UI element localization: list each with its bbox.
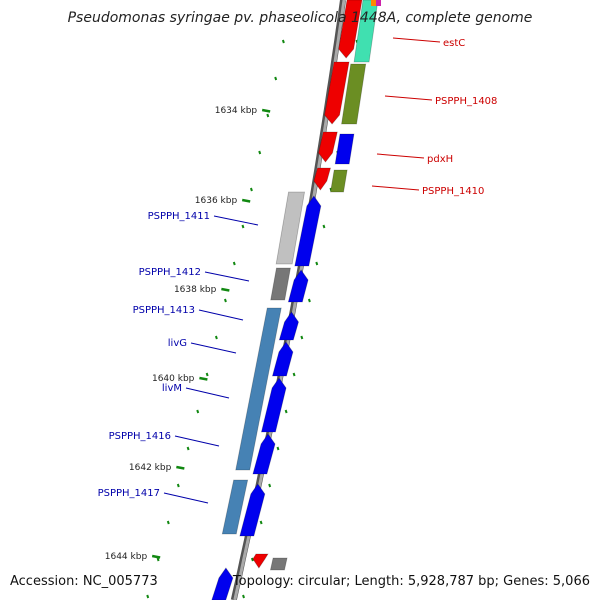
guide-dot xyxy=(214,335,218,340)
gene-label-left: PSPPH_1416 xyxy=(109,431,171,442)
label-leader xyxy=(174,435,220,447)
guide-dot xyxy=(196,409,200,414)
guide-dot xyxy=(156,557,160,562)
gene-label-right: PSPPH_1410 xyxy=(422,186,484,197)
label-leader xyxy=(376,153,425,159)
gene-bottom-gray xyxy=(269,557,288,571)
gene-1408-cds xyxy=(324,61,350,125)
guide-dot xyxy=(205,372,209,377)
scale-tick xyxy=(261,108,271,113)
scale-label: 1638 kbp xyxy=(174,285,217,295)
gene-estC-feature xyxy=(353,0,379,63)
gene-label-left: PSPPH_1413 xyxy=(133,305,195,316)
guide-dot xyxy=(241,224,245,229)
label-leader xyxy=(190,342,237,354)
gene-label-right: estC xyxy=(443,38,465,49)
scale-tick xyxy=(176,465,185,470)
scale-tick xyxy=(241,198,251,203)
gene-bottom-red xyxy=(252,553,269,569)
label-leader xyxy=(204,271,250,282)
scale-label: 1644 kbp xyxy=(105,552,148,562)
top-cap-magenta xyxy=(376,0,381,6)
gene-label-left: PSPPH_1417 xyxy=(98,488,160,499)
gene-label-right: pdxH xyxy=(427,154,453,165)
gene-pdxH-feature xyxy=(334,133,355,165)
guide-dot xyxy=(276,446,280,451)
gene-1417-cds xyxy=(239,483,266,537)
guide-dot xyxy=(176,483,180,488)
gene-1408-feature xyxy=(341,63,367,125)
guide-dot xyxy=(250,557,254,562)
guide-dot xyxy=(258,150,262,155)
gene-label-left: livG xyxy=(168,338,187,349)
guide-dot xyxy=(223,298,227,303)
guide-dot xyxy=(284,409,288,414)
gene-pdxH-cds xyxy=(318,131,338,163)
gene-1417-feature xyxy=(221,479,249,535)
guide-dot xyxy=(232,261,236,266)
gene-1416-cds xyxy=(252,433,276,475)
gene-1410-cds xyxy=(313,167,332,191)
scale-tick xyxy=(221,287,230,292)
gene-1410-feature xyxy=(330,169,348,193)
guide-dot xyxy=(292,372,296,377)
gene-1412-feature xyxy=(270,267,291,301)
gene-1411-feature xyxy=(275,191,306,265)
gene-label-left: PSPPH_1411 xyxy=(148,211,210,222)
gene-bottom-blue xyxy=(211,567,234,600)
map-title: Pseudomonas syringae pv. phaseolicola 14… xyxy=(67,10,533,26)
guide-dot xyxy=(315,261,319,266)
label-leader xyxy=(392,37,441,43)
label-leader xyxy=(213,215,259,226)
gene-1412-cds xyxy=(287,269,309,303)
gene-livM-cds xyxy=(260,377,287,433)
scale-tick xyxy=(151,554,161,559)
guide-dot xyxy=(249,187,253,192)
guide-dot xyxy=(307,298,311,303)
scale-label: 1640 kbp xyxy=(152,374,195,384)
gene-estC-cds xyxy=(338,0,363,59)
gene-1413-cds xyxy=(278,311,299,341)
top-cap-orange xyxy=(371,0,376,6)
gene-label-left: PSPPH_1412 xyxy=(139,267,201,278)
scale-tick xyxy=(199,376,208,381)
scale-label: 1642 kbp xyxy=(129,463,172,473)
gene-label-right: PSPPH_1408 xyxy=(435,96,497,107)
genome-stats-text: Topology: circular; Length: 5,928,787 bp… xyxy=(232,574,590,589)
gene-1411-cds xyxy=(294,195,322,267)
gene-livG-cds xyxy=(271,341,294,377)
guide-dot xyxy=(268,483,272,488)
accession-text: Accession: NC_005773 xyxy=(10,574,158,589)
gene-1413-livM-feature xyxy=(235,307,282,471)
label-leader xyxy=(371,185,420,191)
guide-dot xyxy=(166,520,170,525)
guide-dot xyxy=(259,520,263,525)
label-leader xyxy=(163,492,209,504)
guide-dot xyxy=(266,113,270,118)
scale-label: 1634 kbp xyxy=(215,106,258,116)
label-leader xyxy=(384,95,433,101)
label-leader xyxy=(198,309,244,321)
guide-dot xyxy=(322,224,326,229)
guide-dot xyxy=(146,594,150,599)
scale-label: 1636 kbp xyxy=(195,196,238,206)
guide-dot xyxy=(242,594,245,599)
guide-dot xyxy=(186,446,190,451)
guide-dot xyxy=(281,39,285,44)
guide-dot xyxy=(274,76,278,81)
label-leader xyxy=(185,387,230,399)
gene-label-left: livM xyxy=(162,383,182,394)
guide-dot xyxy=(300,335,304,340)
